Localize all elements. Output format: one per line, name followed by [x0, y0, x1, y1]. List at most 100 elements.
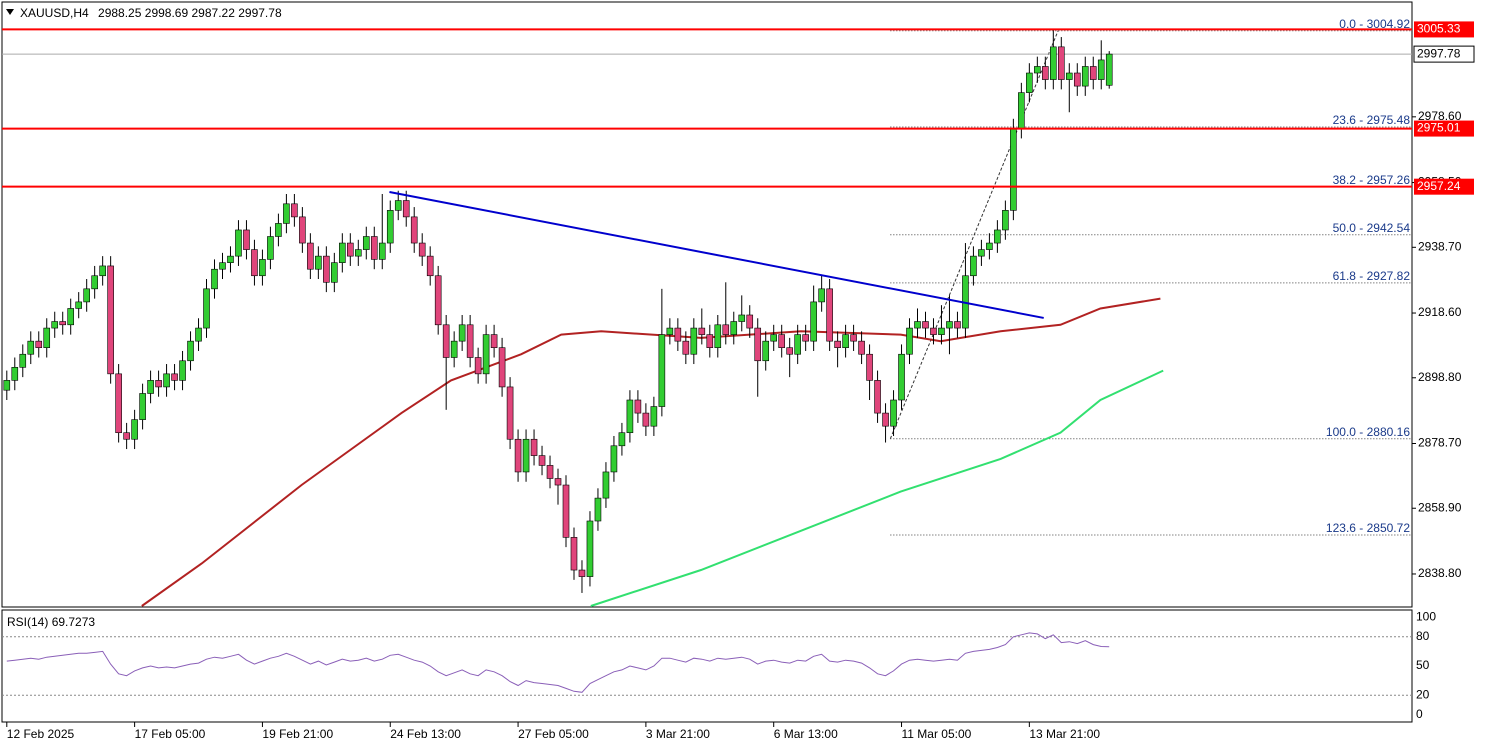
candle-body [794, 334, 801, 355]
candle-body [131, 419, 138, 440]
candle-body [1042, 66, 1049, 80]
candle-body [402, 200, 410, 218]
candle-body [762, 340, 770, 362]
candle-body [339, 242, 346, 263]
candle-body [1018, 92, 1025, 129]
rsi-tick-label: 0 [1416, 707, 1423, 721]
candle-body [914, 321, 921, 329]
y-tick-label: 2898.80 [1418, 370, 1462, 384]
candle-body [634, 399, 642, 414]
candle-body [754, 327, 762, 362]
candle-body [235, 229, 242, 257]
candle-body [51, 321, 59, 329]
candle-body [498, 347, 506, 388]
candle-body [938, 327, 945, 335]
y-tick-label: 2918.60 [1418, 305, 1462, 319]
candle-body [1034, 66, 1041, 74]
candle-body [618, 432, 626, 447]
candle-body [19, 353, 27, 368]
candle-body [299, 216, 306, 244]
candle-body [474, 357, 482, 375]
candle-body [570, 537, 578, 571]
menu-arrow [6, 9, 14, 15]
candle-body [394, 200, 402, 211]
fib-label: 50.0 - 2942.54 [1333, 221, 1411, 235]
candle-body [714, 324, 722, 348]
candle-body [1057, 46, 1065, 80]
x-tick-label: 17 Feb 05:00 [135, 727, 206, 741]
candle-body [546, 465, 554, 479]
candle-body [91, 275, 98, 290]
candle-body [682, 340, 690, 355]
rsi-header: RSI(14) 69.7273 [7, 615, 95, 629]
fib-label: 0.0 - 3004.92 [1339, 17, 1410, 31]
y-tick-label: 2838.80 [1418, 566, 1462, 580]
candle-body [890, 399, 897, 427]
candle-body [179, 360, 186, 381]
candle-body [307, 242, 314, 270]
candle-body [75, 301, 82, 309]
candle-body [354, 249, 362, 257]
price-badge [1414, 178, 1474, 195]
candle-body [139, 393, 146, 420]
candle-body [155, 380, 162, 388]
candle-body [522, 438, 530, 473]
candle-body [331, 262, 338, 283]
candle-body [211, 268, 218, 290]
candle-body [418, 242, 426, 257]
x-tick-label: 19 Feb 21:00 [262, 727, 333, 741]
candle-body [506, 386, 514, 440]
candle-body [410, 216, 418, 244]
candle-body [291, 203, 298, 218]
candle-body [323, 255, 330, 283]
fib-label: 61.8 - 2927.82 [1333, 269, 1411, 283]
candle-body [490, 334, 498, 348]
candle-body [426, 255, 434, 277]
candle-body [123, 432, 130, 440]
rsi-frame [1, 609, 1413, 723]
candle-body [994, 229, 1001, 244]
candle-body [171, 373, 178, 381]
candle-body [610, 445, 618, 473]
y-tick-label: 2938.70 [1418, 239, 1462, 253]
x-tick-label: 11 Mar 05:00 [902, 727, 972, 741]
candle-body [259, 259, 266, 277]
low: 2987.22 [192, 6, 236, 20]
rsi-tick-label: 80 [1416, 629, 1430, 643]
candle-body [243, 229, 250, 250]
candle-body [930, 327, 937, 335]
candle-body [482, 334, 490, 375]
candle-body [674, 327, 682, 342]
candle-body [27, 340, 35, 355]
price-badge [1414, 120, 1474, 137]
candle-body [978, 249, 985, 257]
candle-body [538, 455, 546, 466]
candle-body [986, 242, 993, 250]
candle-body [954, 321, 961, 329]
rsi-plot [2, 632, 1412, 696]
x-tick-label: 24 Feb 13:00 [390, 727, 461, 741]
candle-body [386, 210, 394, 244]
candle-body [1065, 72, 1073, 80]
candle-body [730, 321, 738, 335]
candle-body [738, 314, 746, 322]
fib-diagonal [889, 30, 1059, 439]
price-badge-label: 3005.33 [1417, 22, 1461, 36]
candle-body [378, 242, 386, 260]
candle-body [1002, 210, 1009, 231]
candle-body [898, 353, 905, 401]
candle-body [59, 321, 67, 326]
header: XAUUSD,H4 2988.25 2998.69 2987.22 2997.7… [20, 6, 282, 20]
close: 2997.78 [238, 6, 282, 20]
candle-body [650, 406, 658, 427]
fib-label: 100.0 - 2880.16 [1326, 425, 1410, 439]
rsi-value: 69.7273 [52, 615, 96, 629]
candle-body [554, 478, 562, 486]
candle-body [514, 438, 522, 473]
y-tick-label: 2878.70 [1418, 436, 1462, 450]
candle-body [866, 353, 873, 381]
current-price-label: 2997.78 [1417, 46, 1461, 60]
candle-body [187, 340, 194, 362]
candle-body [586, 520, 594, 577]
candle-body [315, 255, 322, 270]
